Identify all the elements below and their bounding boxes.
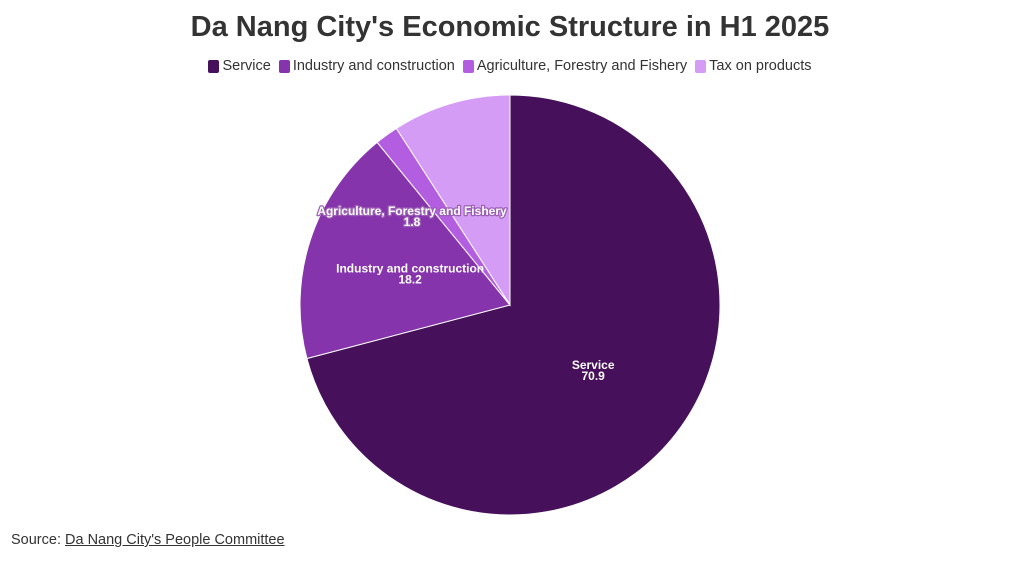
source-prefix: Source: <box>11 532 65 548</box>
legend-swatch <box>462 59 474 73</box>
legend-swatch <box>695 59 707 73</box>
chart-legend: Service Industry and construction Agricult… <box>0 58 1020 74</box>
pie-slice-industry-and-construction[interactable] <box>299 141 511 360</box>
legend-item-industry-and-construction[interactable]: Industry and construction <box>278 58 455 74</box>
legend-swatch <box>278 59 290 73</box>
data-value-service: 70.9 <box>581 369 605 383</box>
legend-label: Industry and construction <box>292 58 455 74</box>
data-value-agriculture-forestry-and-fishery: 1.8 <box>404 215 421 229</box>
data-value-industry-and-construction: 18.2 <box>398 273 422 287</box>
data-label-service: Service <box>572 358 615 372</box>
data-label-agriculture-forestry-and-fishery: Agriculture, Forestry and Fishery <box>317 204 507 218</box>
legend-item-agriculture-forestry-and-fishery[interactable]: Agriculture, Forestry and Fishery <box>462 58 688 74</box>
source-note: Source: Da Nang City's People Committee <box>11 532 285 548</box>
legend-swatch <box>208 59 220 73</box>
pie-slice-service[interactable] <box>306 94 721 516</box>
legend-label: Tax on products <box>709 58 812 74</box>
legend-item-service[interactable]: Service <box>208 58 271 74</box>
legend-label: Service <box>222 58 271 74</box>
legend-label: Agriculture, Forestry and Fishery <box>476 58 688 74</box>
chart-title: Da Nang City's Economic Structure in H1 … <box>190 11 830 43</box>
data-label-industry-and-construction: Industry and construction <box>336 262 484 276</box>
legend-item-tax-on-products[interactable]: Tax on products <box>695 58 812 74</box>
pie-slice-tax-on-products[interactable] <box>395 94 511 307</box>
source-link[interactable]: Da Nang City's People Committee <box>65 532 285 548</box>
